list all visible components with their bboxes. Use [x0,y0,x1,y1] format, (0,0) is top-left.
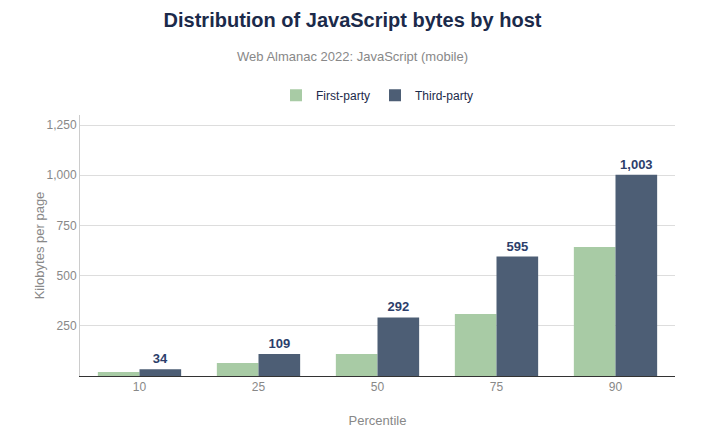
svg-text:25: 25 [252,380,266,394]
svg-text:First-party: First-party [316,89,370,103]
svg-text:1,003: 1,003 [620,157,653,172]
svg-text:292: 292 [387,299,409,314]
svg-text:Distribution of JavaScript byt: Distribution of JavaScript bytes by host [164,9,542,31]
svg-text:Third-party: Third-party [415,89,473,103]
svg-text:750: 750 [57,219,77,233]
svg-text:109: 109 [268,336,290,351]
svg-text:500: 500 [57,269,77,283]
svg-text:90: 90 [609,380,623,394]
svg-text:50: 50 [371,380,385,394]
svg-text:10: 10 [133,380,147,394]
svg-text:Percentile: Percentile [349,413,407,428]
svg-text:Kilobytes per page: Kilobytes per page [32,192,47,300]
svg-text:Web Almanac 2022: JavaScript (: Web Almanac 2022: JavaScript (mobile) [237,49,468,64]
svg-text:1,250: 1,250 [47,118,77,132]
svg-text:34: 34 [153,351,168,366]
svg-text:1,000: 1,000 [47,168,77,182]
svg-text:250: 250 [57,319,77,333]
svg-text:75: 75 [490,380,504,394]
svg-text:595: 595 [506,239,528,254]
